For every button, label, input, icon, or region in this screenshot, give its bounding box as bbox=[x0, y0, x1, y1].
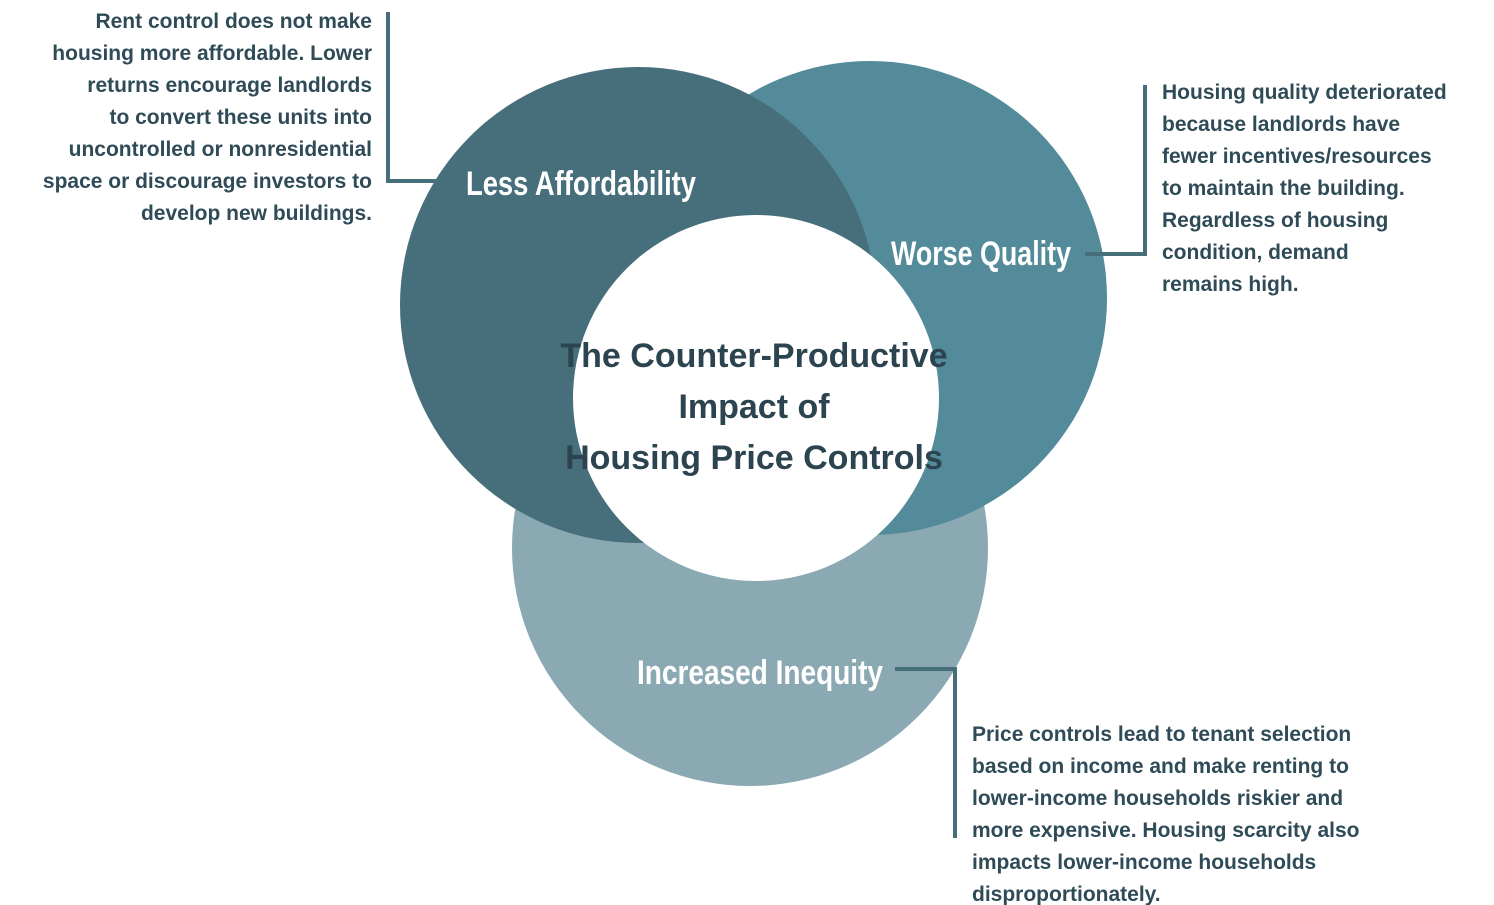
circle-label: Less Affordability bbox=[466, 165, 696, 203]
center-title: The Counter-Productive bbox=[560, 337, 947, 375]
connector bbox=[386, 12, 440, 183]
note-line: disproportionately. bbox=[972, 883, 1161, 905]
center-title: Impact of bbox=[678, 388, 830, 426]
note-line: Rent control does not make bbox=[95, 10, 372, 33]
note-line: Price controls lead to tenant selection bbox=[972, 723, 1351, 746]
connector bbox=[1085, 85, 1147, 256]
note-line: remains high. bbox=[1162, 273, 1299, 296]
note-line: to maintain the building. bbox=[1162, 177, 1405, 200]
note-line: space or discourage investors to bbox=[43, 170, 372, 193]
circle-label: Worse Quality bbox=[891, 235, 1071, 273]
note-line: Regardless of housing bbox=[1162, 209, 1388, 232]
note-line: Housing quality deteriorated bbox=[1162, 81, 1447, 104]
circle-label: Increased Inequity bbox=[637, 654, 883, 692]
note-line: based on income and make renting to bbox=[972, 755, 1349, 778]
note-line: returns encourage landlords bbox=[87, 74, 372, 97]
note-line: because landlords have bbox=[1162, 113, 1400, 136]
note-line: fewer incentives/resources bbox=[1162, 145, 1432, 168]
note-line: condition, demand bbox=[1162, 241, 1349, 264]
texts: The Counter-Productive Impact of Housing P… bbox=[43, 10, 1447, 905]
note-line: impacts lower-income households bbox=[972, 851, 1316, 874]
note-line: more expensive. Housing scarcity also bbox=[972, 819, 1360, 842]
connector bbox=[895, 667, 957, 838]
note-line: develop new buildings. bbox=[141, 202, 372, 225]
center-title: Housing Price Controls bbox=[565, 439, 943, 477]
note-line: lower-income households riskier and bbox=[972, 787, 1343, 810]
center-circle bbox=[573, 215, 939, 581]
note-line: uncontrolled or nonresidential bbox=[69, 138, 372, 161]
note-line: housing more affordable. Lower bbox=[52, 42, 372, 65]
note-line: to convert these units into bbox=[109, 106, 372, 129]
